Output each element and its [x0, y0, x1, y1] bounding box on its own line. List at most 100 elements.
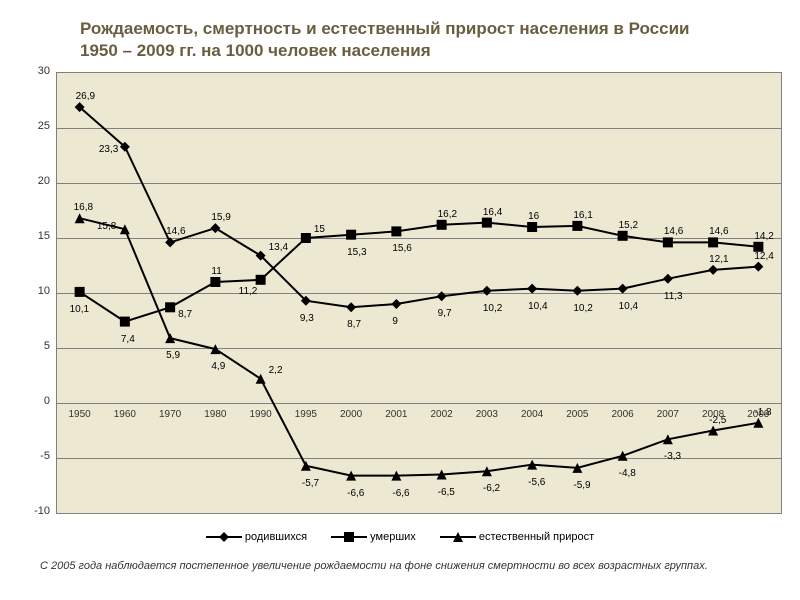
y-axis-tick-label: -10 — [20, 505, 50, 517]
series-marker-deaths — [301, 233, 311, 243]
data-label: 15 — [314, 224, 325, 235]
x-axis-tick-label: 1970 — [150, 409, 190, 420]
x-axis-tick-label: 2008 — [693, 409, 733, 420]
data-label: 15,2 — [619, 220, 638, 231]
legend: родившихся умерших естественный прирост — [0, 530, 800, 544]
chart-title: Рождаемость, смертность и естественный п… — [80, 18, 720, 62]
series-marker-deaths — [437, 220, 447, 230]
x-axis-tick-label: 2000 — [331, 409, 371, 420]
data-label: -5,6 — [528, 477, 545, 488]
data-label: -3,3 — [664, 451, 681, 462]
y-axis-tick-label: 25 — [20, 120, 50, 132]
series-marker-births — [165, 237, 175, 247]
data-label: 16,1 — [573, 210, 592, 221]
series-marker-deaths — [165, 302, 175, 312]
series-marker-deaths — [346, 230, 356, 240]
data-label: 14,6 — [664, 226, 683, 237]
x-axis-tick-label: 2006 — [603, 409, 643, 420]
series-marker-births — [391, 299, 401, 309]
x-axis-tick-label: 2001 — [376, 409, 416, 420]
data-label: 9,7 — [438, 308, 452, 319]
data-label: 26,9 — [76, 91, 95, 102]
y-axis-tick-label: 10 — [20, 285, 50, 297]
data-label: 15,8 — [97, 221, 116, 232]
data-label: 11,3 — [664, 291, 683, 302]
data-label: 12,4 — [754, 251, 773, 262]
x-axis-tick-label: 2003 — [467, 409, 507, 420]
data-label: 11 — [211, 266, 221, 277]
y-axis-tick-label: 0 — [20, 395, 50, 407]
data-label: 12,1 — [709, 254, 728, 265]
data-label: 16,8 — [74, 202, 93, 213]
data-label: 9,3 — [300, 313, 314, 324]
series-marker-births — [482, 286, 492, 296]
x-axis-tick-label: 2009 — [738, 409, 778, 420]
series-marker-births — [663, 274, 673, 284]
x-axis-tick-label: 1995 — [286, 409, 326, 420]
legend-item-natural: естественный прирост — [440, 530, 594, 544]
series-marker-deaths — [120, 317, 130, 327]
data-label: 8,7 — [347, 319, 361, 330]
series-marker-births — [618, 284, 628, 294]
series-marker-natural — [256, 374, 266, 384]
data-label: -5,9 — [573, 480, 590, 491]
data-label: -4,8 — [619, 468, 636, 479]
y-axis-tick-label: -5 — [20, 450, 50, 462]
x-axis-tick-label: 2005 — [557, 409, 597, 420]
series-line-deaths — [80, 223, 759, 322]
series-marker-deaths — [210, 277, 220, 287]
data-label: -6,5 — [438, 487, 455, 498]
data-label: 10,2 — [483, 303, 502, 314]
series-marker-births — [527, 284, 537, 294]
data-label: 10,4 — [619, 301, 638, 312]
data-label: 16,2 — [438, 209, 457, 220]
legend-label: естественный прирост — [476, 531, 594, 543]
data-label: 10,4 — [528, 301, 547, 312]
data-label: 10,1 — [70, 304, 89, 315]
data-label: -6,6 — [347, 488, 364, 499]
data-label: 16 — [528, 211, 539, 222]
series-marker-deaths — [618, 231, 628, 241]
legend-label: умерших — [367, 531, 416, 543]
x-axis-tick-label: 1980 — [195, 409, 235, 420]
data-label: 4,9 — [211, 361, 225, 372]
data-label: 23,3 — [99, 144, 118, 155]
data-label: 15,3 — [347, 247, 366, 258]
data-label: 11,2 — [239, 286, 258, 297]
series-marker-deaths — [482, 218, 492, 228]
series-marker-births — [708, 265, 718, 275]
y-axis-tick-label: 15 — [20, 230, 50, 242]
series-marker-births — [572, 286, 582, 296]
data-label: 14,6 — [709, 226, 728, 237]
series-marker-deaths — [663, 237, 673, 247]
plot-area: 26,9 23,3 14,6 15,9 13,4 9,3 8,7 9 9,7 10,2 10,4 10… — [56, 72, 782, 514]
series-marker-deaths — [391, 226, 401, 236]
series-marker-deaths — [256, 275, 266, 285]
data-label: -6,6 — [392, 488, 409, 499]
series-marker-births — [437, 291, 447, 301]
x-axis-tick-label: 1950 — [60, 409, 100, 420]
data-label: 7,4 — [121, 334, 135, 345]
legend-item-deaths: умерших — [331, 530, 416, 544]
data-label: 13,4 — [269, 242, 288, 253]
series-marker-deaths — [708, 237, 718, 247]
data-label: 2,2 — [269, 365, 283, 376]
series-line-births — [80, 107, 759, 307]
x-axis-tick-label: 2007 — [648, 409, 688, 420]
data-label: 10,2 — [573, 303, 592, 314]
x-axis-tick-label: 1990 — [241, 409, 281, 420]
y-axis-tick-label: 30 — [20, 65, 50, 77]
series-marker-deaths — [75, 287, 85, 297]
data-label: 15,9 — [211, 212, 230, 223]
series-marker-deaths — [572, 221, 582, 231]
series-marker-births — [753, 262, 763, 272]
series-marker-deaths — [527, 222, 537, 232]
footnote: С 2005 года наблюдается постепенное увел… — [40, 560, 708, 572]
legend-label: родившихся — [242, 531, 307, 543]
data-label: 16,4 — [483, 207, 502, 218]
series-marker-births — [210, 223, 220, 233]
data-label: -6,2 — [483, 483, 500, 494]
data-label: 9 — [392, 316, 398, 327]
data-label: -5,7 — [302, 478, 319, 489]
y-axis-tick-label: 20 — [20, 175, 50, 187]
